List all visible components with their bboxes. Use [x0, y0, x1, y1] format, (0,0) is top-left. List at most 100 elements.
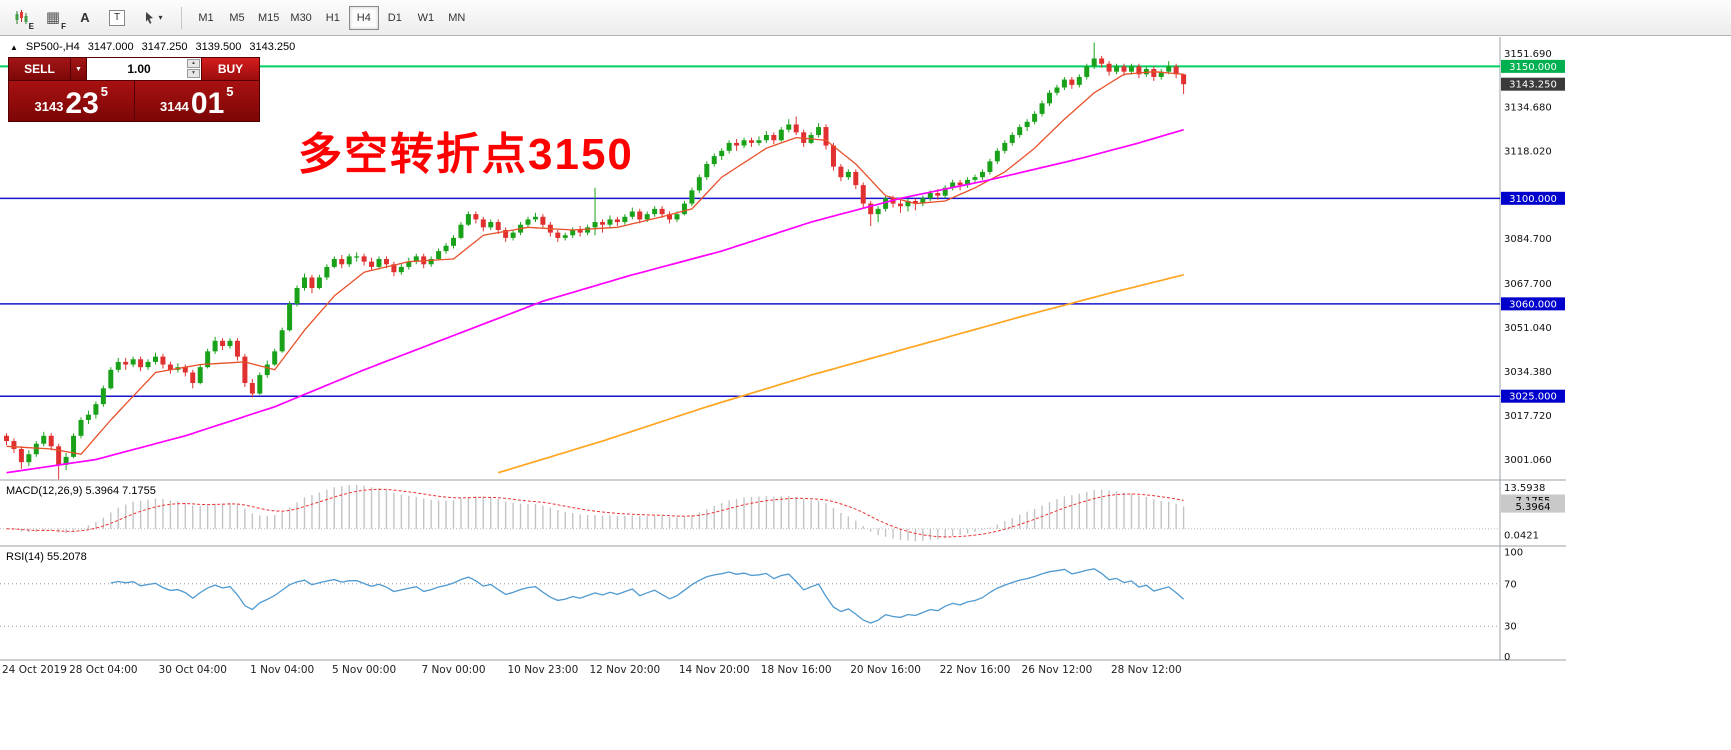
bid-ask-prices-row: 3143 23 5 3144 01 5: [9, 81, 259, 121]
svg-text:70: 70: [1504, 579, 1517, 590]
cursor-tool-button[interactable]: ▾: [134, 5, 172, 31]
rsi-line: [110, 568, 1185, 624]
svg-text:22 Nov 16:00: 22 Nov 16:00: [940, 664, 1011, 676]
macd-current-value-box: [1501, 500, 1565, 513]
volume-dropdown-button[interactable]: ▼: [71, 58, 87, 80]
symbol-period-label: SP500-,H4: [25, 41, 80, 53]
grid-icon-button[interactable]: ▦ F: [38, 5, 68, 31]
timeframe-h1-button[interactable]: H1: [318, 6, 348, 30]
svg-text:28 Oct 04:00: 28 Oct 04:00: [69, 664, 137, 676]
volume-input[interactable]: 1.00: [127, 62, 151, 76]
buy-price-display[interactable]: 3144 01 5: [134, 81, 259, 121]
svg-text:3143.250: 3143.250: [1509, 80, 1557, 91]
text-label-tool-button[interactable]: A: [70, 5, 100, 31]
chart-text-annotation[interactable]: 多空转折点3150: [298, 130, 634, 179]
svg-text:3150.000: 3150.000: [1509, 62, 1557, 73]
ohlc-close: 3143.250: [249, 41, 296, 53]
one-click-trading-panel: SELL ▼ 1.00 ▲ ▼ BUY 3143 23 5 3144 01 5: [8, 57, 260, 122]
buy-button[interactable]: BUY: [201, 58, 259, 80]
timeframe-h4-button[interactable]: H4: [348, 5, 379, 30]
volume-decrease-button[interactable]: ▼: [187, 69, 200, 78]
svg-text:20 Nov 16:00: 20 Nov 16:00: [850, 664, 921, 676]
collapse-panel-icon[interactable]: ▲: [10, 42, 18, 52]
buy-price-small: 3144: [159, 99, 189, 114]
text-label-icon: A: [80, 10, 90, 25]
ohlc-high: 3147.250: [141, 41, 188, 53]
level-price-label: [1501, 191, 1565, 205]
toolbar-separator: [181, 6, 182, 29]
text-box-icon: T: [109, 9, 125, 26]
svg-text:3034.380: 3034.380: [1504, 367, 1552, 378]
cursor-tool-icon: [146, 11, 154, 24]
svg-text:3051.040: 3051.040: [1504, 323, 1552, 334]
volume-spinner: ▲ ▼: [187, 59, 200, 78]
slow-ma-line: [497, 273, 1184, 474]
svg-text:3001.060: 3001.060: [1504, 455, 1552, 466]
svg-text:3017.720: 3017.720: [1504, 411, 1552, 422]
svg-text:3100.000: 3100.000: [1509, 194, 1557, 205]
timeframe-mn-button[interactable]: MN: [442, 6, 472, 30]
sell-price-small: 3143: [34, 99, 64, 114]
rsi-indicator-label: RSI(14) 55.2078: [6, 551, 87, 563]
timeframe-toolbar: M1 M5 M15 M30 H1 H4 D1 W1 MN: [191, 5, 472, 30]
svg-text:1 Nov 04:00: 1 Nov 04:00: [250, 664, 314, 676]
svg-text:0.0421: 0.0421: [1504, 531, 1539, 542]
timeframe-w1-button[interactable]: W1: [411, 6, 441, 30]
level-price-label: [1501, 389, 1565, 403]
macd-signal-line: [6, 488, 1184, 538]
icon-badge-e: E: [28, 21, 34, 31]
svg-text:3151.690: 3151.690: [1504, 49, 1552, 60]
svg-text:28 Nov 12:00: 28 Nov 12:00: [1111, 664, 1182, 676]
svg-text:24 Oct 2019: 24 Oct 2019: [2, 664, 67, 676]
svg-text:100: 100: [1504, 548, 1523, 559]
level-price-label: [1501, 297, 1565, 311]
volume-increase-button[interactable]: ▲: [187, 59, 200, 68]
timeframe-m15-button[interactable]: M15: [253, 6, 284, 30]
icon-badge-f: F: [61, 21, 66, 31]
macd-histogram: [13, 484, 1185, 542]
chart-symbol-info: ▲ SP500-,H4 3147.000 3147.250 3139.500 3…: [10, 41, 295, 53]
macd-indicator-label: MACD(12,26,9) 5.3964 7.1755: [6, 485, 156, 497]
candlestick-chart-icon-button[interactable]: E: [6, 5, 36, 31]
timeframe-d1-button[interactable]: D1: [380, 6, 410, 30]
svg-text:3134.680: 3134.680: [1504, 102, 1552, 113]
time-axis-labels[interactable]: 24 Oct 2019 28 Oct 04:00 30 Oct 04:00 1 Nov…: [2, 664, 1182, 676]
svg-text:7 Nov 00:00: 7 Nov 00:00: [421, 664, 485, 676]
svg-text:18 Nov 16:00: 18 Nov 16:00: [761, 664, 832, 676]
svg-text:5.3964: 5.3964: [1516, 502, 1551, 513]
volume-field-wrap: 1.00 ▲ ▼: [87, 58, 201, 80]
mid-ma-line: [6, 128, 1184, 474]
svg-text:26 Nov 12:00: 26 Nov 12:00: [1022, 664, 1093, 676]
svg-text:10 Nov 23:00: 10 Nov 23:00: [508, 664, 579, 676]
ohlc-low: 3139.500: [195, 41, 242, 53]
svg-text:14 Nov 20:00: 14 Nov 20:00: [679, 664, 750, 676]
sell-price-sup: 5: [100, 84, 109, 99]
svg-text:3025.000: 3025.000: [1509, 392, 1557, 403]
buy-price-big: 01: [190, 87, 225, 121]
top-toolbar: E ▦ F A T ▾ M1 M5 M15 M30 H1 H4 D1 W1 MN: [0, 0, 1731, 36]
timeframe-m1-button[interactable]: M1: [191, 6, 221, 30]
sell-price-display[interactable]: 3143 23 5: [9, 81, 135, 121]
candlestick-chart-icon: [15, 10, 27, 24]
dropdown-caret-icon: ▾: [158, 13, 163, 22]
svg-text:3067.700: 3067.700: [1504, 279, 1552, 290]
svg-text:12 Nov 20:00: 12 Nov 20:00: [589, 664, 660, 676]
svg-text:30: 30: [1504, 622, 1517, 633]
candlesticks: [4, 42, 1187, 480]
price-axis-ticks[interactable]: 3151.690 3134.680 3118.020 3084.700 3067.700…: [1504, 49, 1552, 466]
sell-button[interactable]: SELL: [9, 58, 71, 80]
svg-text:30 Oct 04:00: 30 Oct 04:00: [159, 664, 227, 676]
svg-text:5 Nov 00:00: 5 Nov 00:00: [332, 664, 396, 676]
level-price-label: [1501, 59, 1565, 73]
svg-text:3060.000: 3060.000: [1509, 299, 1557, 310]
text-box-tool-button[interactable]: T: [102, 5, 132, 31]
timeframe-m30-button[interactable]: M30: [285, 6, 316, 30]
current-price-label: [1501, 77, 1565, 91]
svg-text:13.5938: 13.5938: [1504, 483, 1545, 494]
buy-price-sup: 5: [226, 84, 234, 99]
trade-controls-row: SELL ▼ 1.00 ▲ ▼ BUY: [9, 58, 259, 81]
svg-text:3118.020: 3118.020: [1504, 146, 1552, 157]
svg-text:3084.700: 3084.700: [1504, 234, 1552, 245]
timeframe-m5-button[interactable]: M5: [222, 6, 252, 30]
